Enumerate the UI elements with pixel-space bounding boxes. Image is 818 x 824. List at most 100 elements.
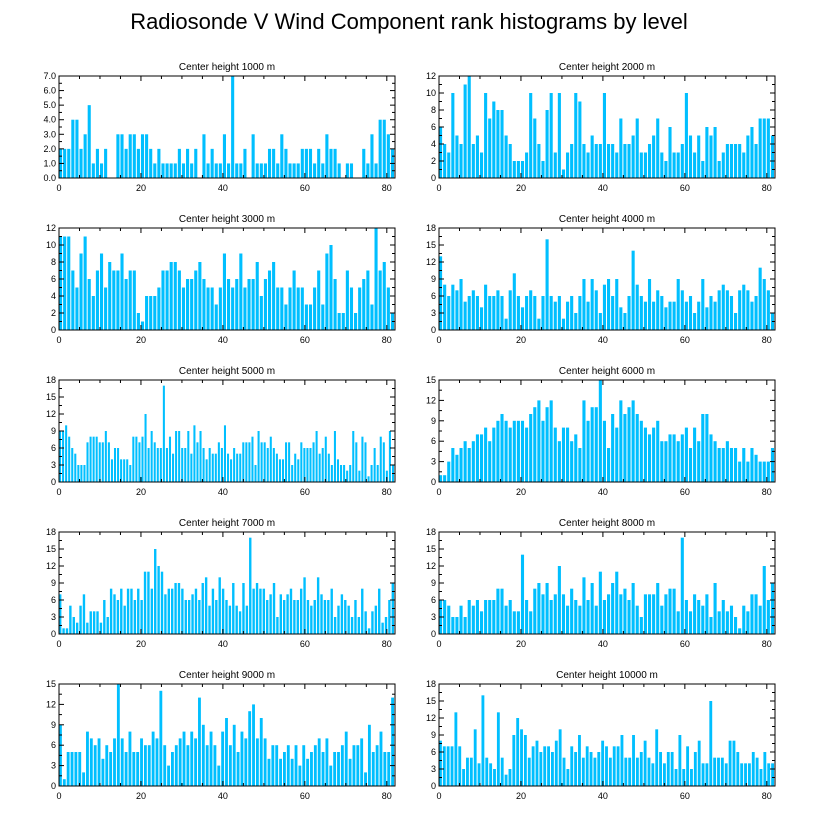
bar bbox=[205, 745, 209, 786]
bar bbox=[333, 279, 337, 330]
bar bbox=[346, 470, 349, 482]
bar bbox=[96, 611, 99, 634]
bar bbox=[120, 459, 123, 482]
x-tick-label: 20 bbox=[136, 335, 146, 345]
bar bbox=[473, 729, 477, 786]
bar bbox=[643, 740, 647, 786]
x-tick-label: 0 bbox=[436, 183, 441, 193]
bar bbox=[493, 769, 496, 786]
bar bbox=[227, 279, 231, 330]
bar bbox=[378, 270, 382, 330]
bar bbox=[527, 757, 531, 786]
bar bbox=[87, 279, 91, 330]
bar bbox=[293, 600, 296, 634]
bar bbox=[136, 752, 140, 786]
bar bbox=[272, 448, 275, 482]
bar bbox=[496, 290, 500, 330]
bar bbox=[520, 161, 525, 178]
bar bbox=[770, 448, 774, 482]
bar bbox=[631, 400, 635, 482]
bar bbox=[112, 270, 116, 330]
x-tick-label: 40 bbox=[598, 487, 608, 497]
bar bbox=[615, 279, 619, 330]
bar bbox=[300, 442, 303, 482]
bar bbox=[439, 475, 443, 482]
y-tick-label: 3 bbox=[431, 457, 436, 467]
bar bbox=[447, 296, 451, 330]
bar bbox=[279, 594, 282, 634]
bar bbox=[734, 313, 738, 330]
bar bbox=[279, 758, 282, 786]
bar bbox=[684, 600, 688, 634]
y-tick-label: 15 bbox=[46, 679, 56, 689]
bar bbox=[717, 161, 721, 178]
bar bbox=[327, 600, 330, 634]
bar bbox=[605, 746, 608, 786]
bar bbox=[627, 600, 631, 634]
bar bbox=[663, 763, 666, 786]
bar bbox=[276, 287, 280, 330]
bar bbox=[705, 414, 709, 482]
bar bbox=[232, 724, 236, 786]
bar bbox=[251, 279, 255, 330]
bar bbox=[294, 745, 298, 786]
x-tick-label: 20 bbox=[136, 639, 146, 649]
bar bbox=[239, 163, 243, 178]
bar bbox=[628, 757, 632, 786]
bar bbox=[697, 600, 701, 634]
bar bbox=[297, 459, 300, 482]
bar bbox=[635, 414, 639, 482]
bar bbox=[378, 119, 382, 178]
bar bbox=[668, 434, 672, 482]
bar bbox=[266, 448, 269, 482]
bar bbox=[590, 135, 594, 178]
bar bbox=[116, 600, 120, 634]
x-tick-label: 60 bbox=[680, 335, 690, 345]
y-tick-label: 18 bbox=[46, 375, 56, 385]
bar bbox=[243, 148, 247, 178]
bar bbox=[202, 448, 205, 482]
bar bbox=[598, 571, 602, 634]
chart-title: Center height 8000 m bbox=[559, 518, 655, 529]
bar bbox=[77, 465, 80, 482]
bar bbox=[666, 752, 670, 786]
bar bbox=[382, 442, 385, 482]
bar bbox=[154, 549, 157, 634]
y-tick-label: 15 bbox=[426, 240, 436, 250]
bar bbox=[83, 236, 87, 330]
bar bbox=[701, 279, 705, 330]
bar bbox=[443, 475, 447, 482]
bar bbox=[260, 442, 263, 482]
bar bbox=[651, 763, 655, 786]
bar bbox=[451, 93, 455, 178]
x-tick-label: 60 bbox=[680, 487, 690, 497]
bar bbox=[492, 600, 496, 634]
bar bbox=[766, 118, 770, 178]
bar bbox=[259, 296, 263, 330]
bar bbox=[370, 134, 374, 178]
bar bbox=[313, 163, 317, 178]
bar bbox=[607, 144, 611, 178]
bar bbox=[686, 746, 690, 786]
bar bbox=[693, 427, 697, 482]
bar bbox=[97, 738, 101, 786]
y-tick-label: 18 bbox=[426, 527, 436, 537]
bar bbox=[623, 313, 627, 330]
bar bbox=[751, 752, 755, 786]
bar bbox=[109, 752, 113, 786]
bar bbox=[678, 735, 682, 786]
bar bbox=[455, 135, 459, 178]
bar bbox=[321, 304, 325, 330]
bar bbox=[516, 718, 520, 786]
bar bbox=[376, 465, 379, 482]
bar bbox=[74, 752, 78, 786]
bar bbox=[541, 161, 545, 178]
bar bbox=[701, 161, 705, 178]
x-tick-label: 0 bbox=[436, 487, 441, 497]
bar bbox=[82, 594, 86, 634]
bar bbox=[248, 442, 251, 482]
y-tick-label: 6 bbox=[51, 740, 56, 750]
bar bbox=[65, 425, 68, 482]
bar bbox=[124, 279, 128, 330]
bar bbox=[488, 296, 492, 330]
